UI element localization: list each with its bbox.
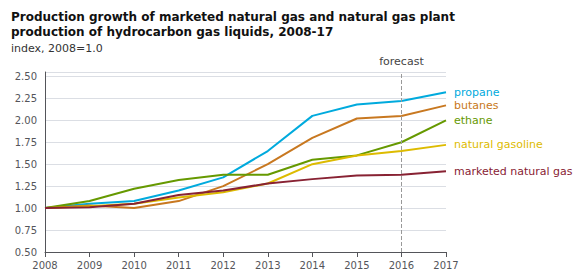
svg-text:2.00: 2.00 bbox=[15, 115, 37, 126]
svg-text:forecast: forecast bbox=[379, 55, 424, 68]
svg-text:1.50: 1.50 bbox=[15, 159, 37, 170]
svg-text:1.00: 1.00 bbox=[15, 203, 37, 214]
svg-text:ethane: ethane bbox=[454, 114, 493, 127]
svg-text:2009: 2009 bbox=[77, 260, 102, 271]
svg-text:production of hydrocarbon gas: production of hydrocarbon gas liquids, 2… bbox=[11, 25, 333, 39]
svg-text:2.25: 2.25 bbox=[15, 93, 37, 104]
svg-text:2010: 2010 bbox=[121, 260, 146, 271]
svg-text:natural gasoline: natural gasoline bbox=[454, 138, 543, 151]
svg-text:index, 2008=1.0: index, 2008=1.0 bbox=[11, 42, 103, 55]
svg-text:2008: 2008 bbox=[32, 260, 57, 271]
svg-text:Production growth of marketed: Production growth of marketed natural ga… bbox=[11, 10, 455, 24]
svg-text:2013: 2013 bbox=[255, 260, 280, 271]
svg-text:marketed natural gas: marketed natural gas bbox=[454, 165, 573, 178]
svg-text:2017: 2017 bbox=[433, 260, 458, 271]
svg-text:propane: propane bbox=[454, 86, 500, 99]
svg-text:1.75: 1.75 bbox=[15, 137, 37, 148]
svg-text:0.75: 0.75 bbox=[15, 225, 37, 236]
svg-text:butanes: butanes bbox=[454, 99, 499, 112]
svg-text:2.50: 2.50 bbox=[15, 71, 37, 82]
svg-text:2014: 2014 bbox=[300, 260, 325, 271]
svg-text:2016: 2016 bbox=[389, 260, 414, 271]
svg-text:0.50: 0.50 bbox=[15, 247, 37, 258]
svg-text:2015: 2015 bbox=[344, 260, 369, 271]
svg-text:2011: 2011 bbox=[166, 260, 191, 271]
svg-text:2012: 2012 bbox=[210, 260, 235, 271]
svg-text:1.25: 1.25 bbox=[15, 181, 37, 192]
